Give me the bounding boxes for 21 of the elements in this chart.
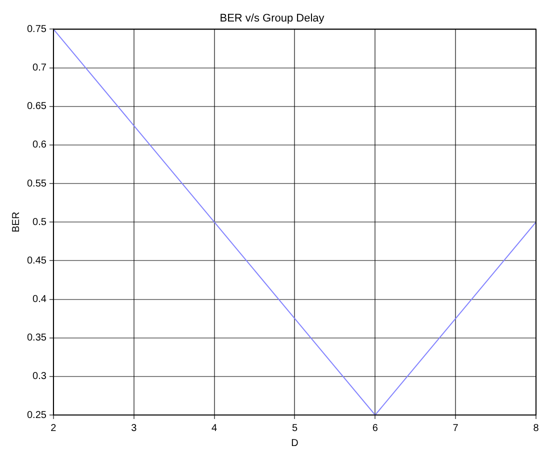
x-axis-title: D bbox=[291, 438, 298, 449]
y-tick-label: 0.45 bbox=[26, 255, 47, 266]
y-tick-label: 0.4 bbox=[32, 294, 47, 306]
x-tick-label: 7 bbox=[452, 422, 459, 434]
x-tick-label: 8 bbox=[533, 422, 540, 434]
y-tick-label: 0.25 bbox=[26, 410, 47, 421]
y-tick-label: 0.7 bbox=[32, 62, 47, 74]
y-tick-label: 0.5 bbox=[32, 216, 47, 228]
y-tick-label: 0.75 bbox=[26, 24, 47, 35]
x-tick-label: 6 bbox=[372, 422, 378, 434]
y-tick-label: 0.55 bbox=[26, 178, 47, 190]
y-tick-label: 0.3 bbox=[32, 371, 47, 382]
y-tick-label: 0.65 bbox=[26, 101, 47, 112]
x-tick-label: 2 bbox=[50, 422, 57, 434]
y-tick-label: 0.35 bbox=[26, 332, 47, 344]
x-tick-label: 5 bbox=[292, 422, 298, 434]
x-tick-label: 3 bbox=[131, 422, 138, 434]
chart-title: BER v/s Group Delay bbox=[220, 12, 325, 25]
y-tick-label: 0.6 bbox=[32, 140, 47, 151]
y-axis-title: BER bbox=[10, 212, 22, 232]
x-tick-label: 4 bbox=[212, 422, 218, 434]
